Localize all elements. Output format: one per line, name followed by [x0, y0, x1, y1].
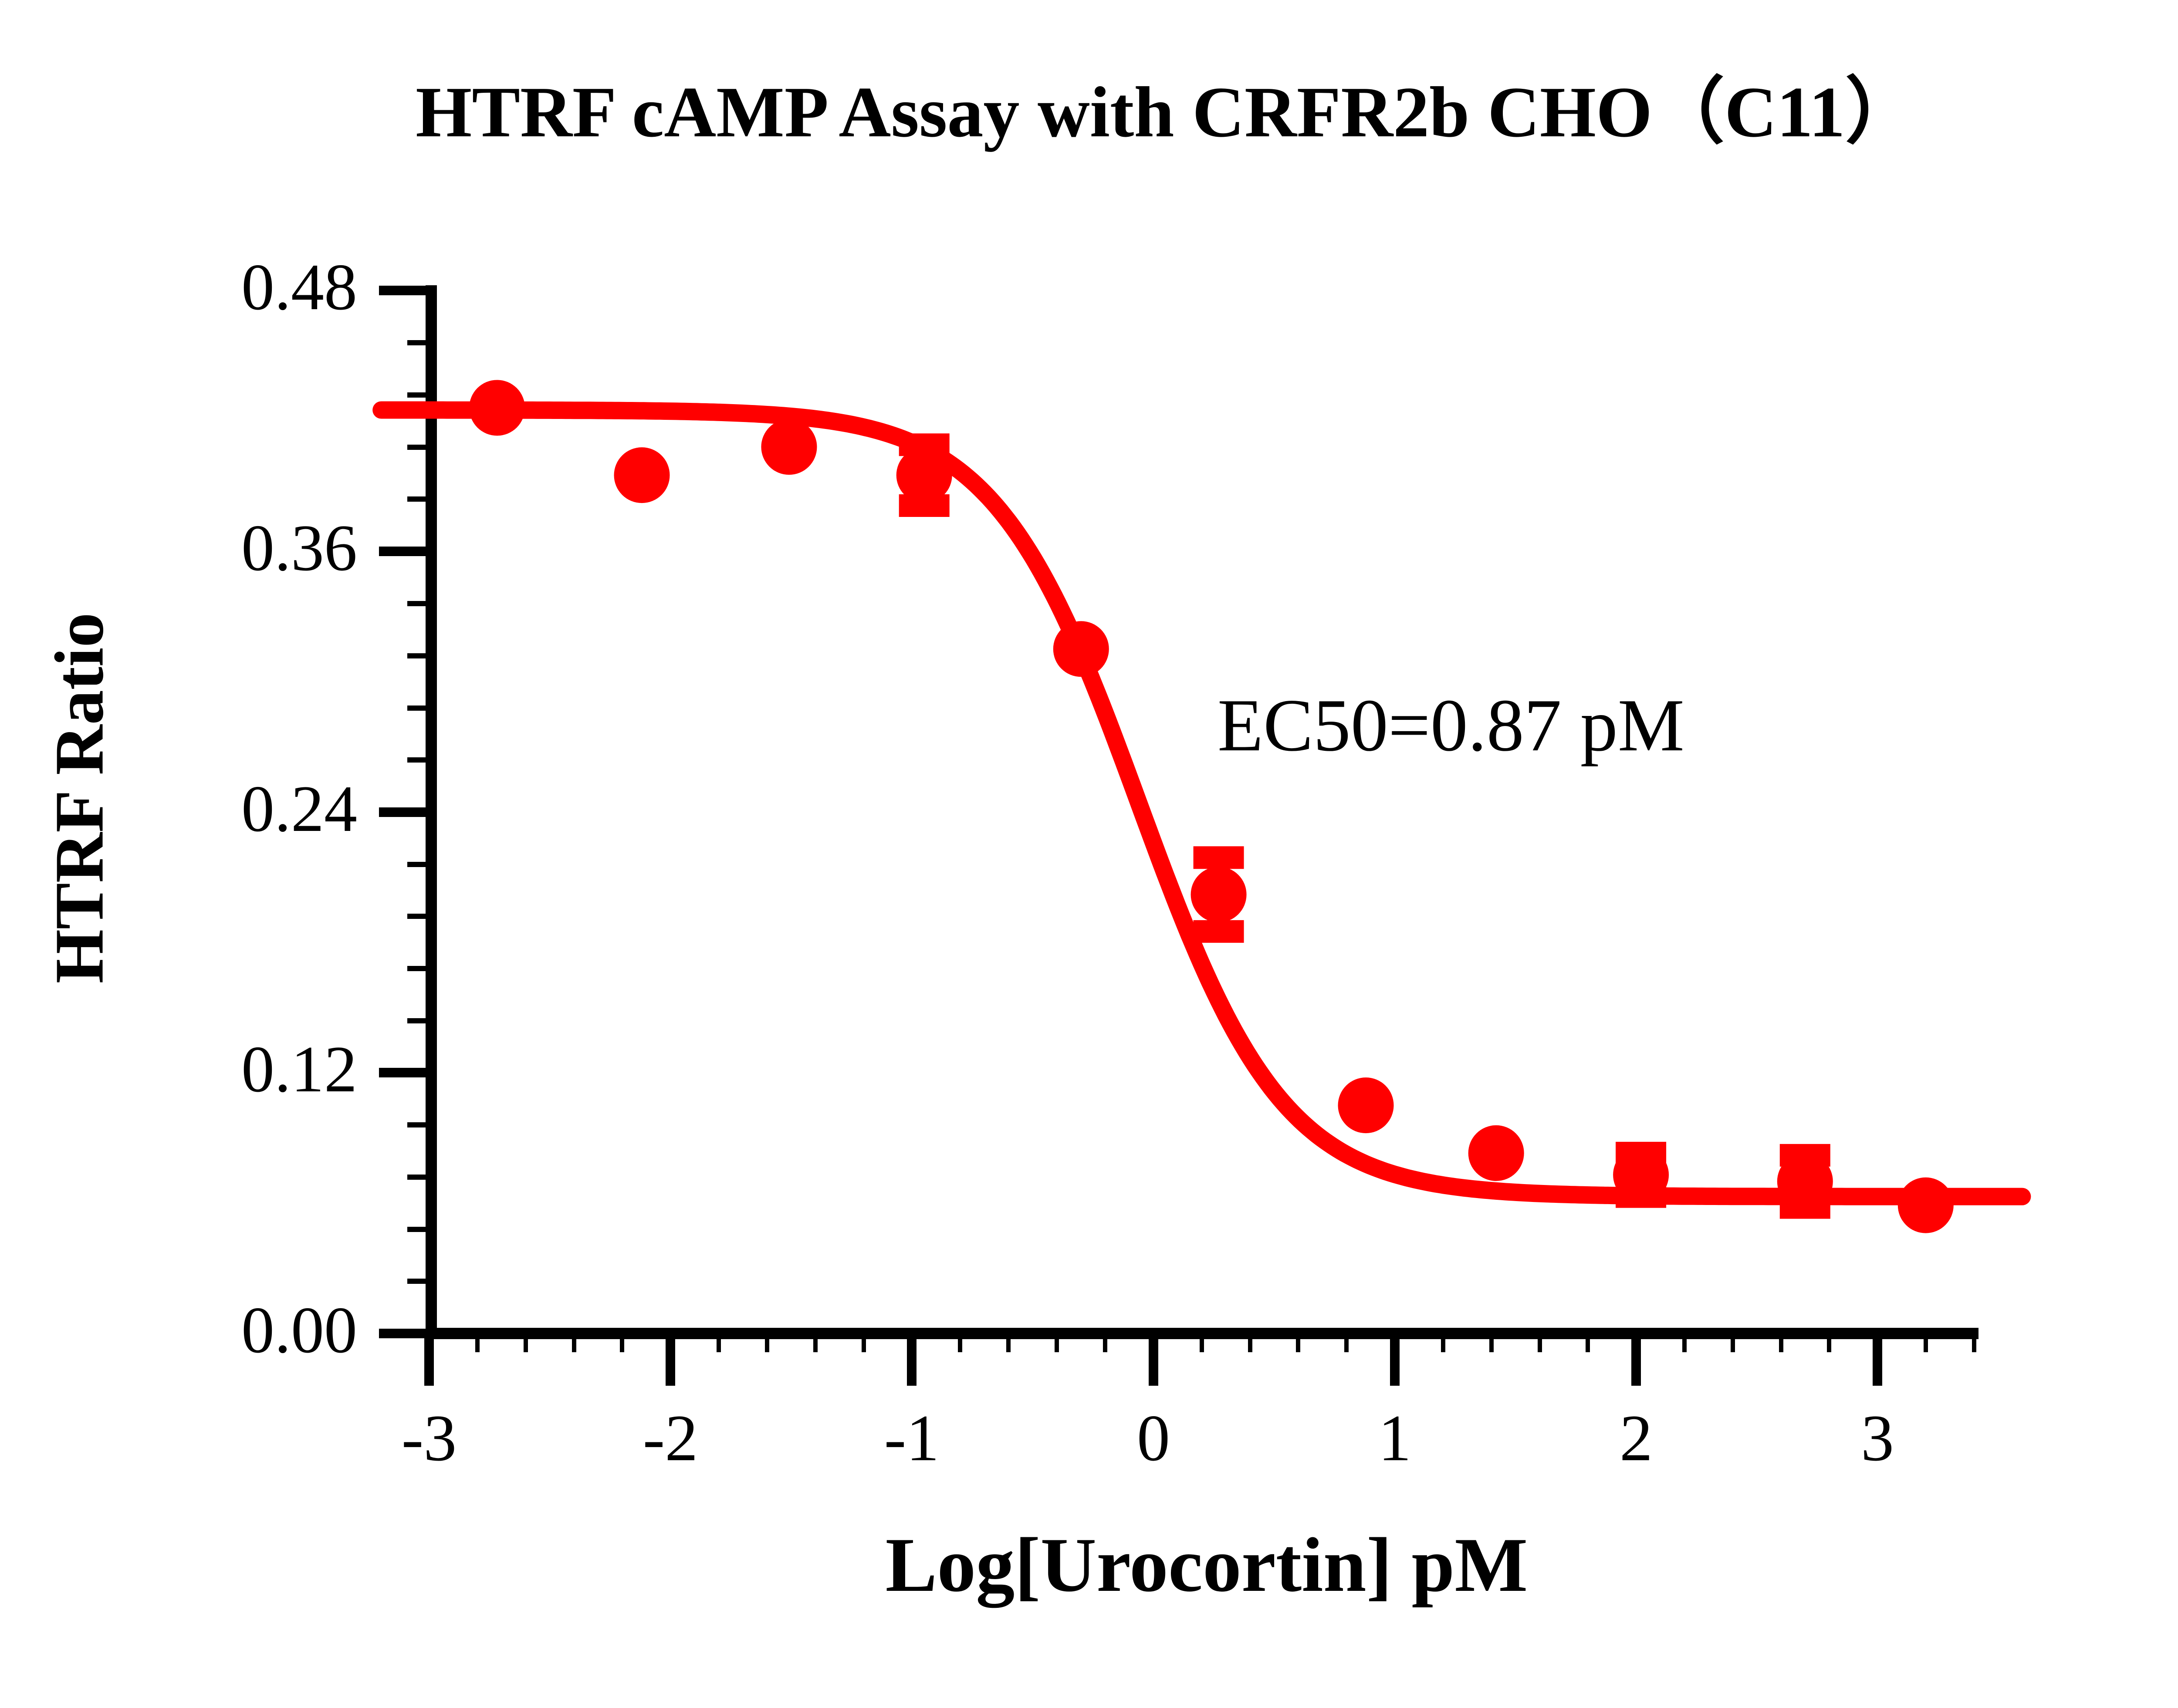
y-axis-minor-ticks — [407, 340, 431, 1284]
data-point-marker — [896, 447, 952, 503]
data-point-marker — [1613, 1147, 1669, 1203]
ec50-annotation: EC50=0.87 pM — [1218, 684, 1684, 767]
data-point-marker — [1053, 621, 1109, 677]
x-tick-label-2: 2 — [1620, 1401, 1653, 1475]
fit-curve-path — [372, 401, 2031, 1205]
data-point-marker — [1897, 1177, 1954, 1233]
fit-curve — [372, 401, 2031, 1205]
axis-lines — [426, 285, 1978, 1339]
data-point-marker — [1777, 1153, 1833, 1209]
data-point-marker — [469, 380, 525, 436]
data-point-markers — [469, 380, 1954, 1233]
data-point-marker — [1190, 867, 1247, 923]
data-point-marker — [761, 419, 817, 475]
x-axis-minor-ticks — [475, 1333, 1976, 1352]
x-tick-label-1: 1 — [1378, 1401, 1411, 1475]
x-axis-major-ticks — [424, 1333, 1882, 1386]
data-point-marker — [1468, 1125, 1524, 1181]
x-tick-label-3: 3 — [1861, 1401, 1894, 1475]
y-tick-label-0.36: 0.36 — [241, 511, 357, 584]
x-tick-label--2: -2 — [643, 1401, 698, 1475]
x-tick-label--1: -1 — [884, 1401, 940, 1475]
y-axis-title: HTRF Ratio — [40, 612, 118, 984]
y-tick-label-0.12: 0.12 — [241, 1033, 357, 1106]
y-tick-label-0.24: 0.24 — [241, 772, 357, 845]
y-axis-major-ticks — [379, 286, 431, 1338]
x-tick-label--3: -3 — [401, 1401, 457, 1475]
x-tick-label-0: 0 — [1137, 1401, 1170, 1475]
data-point-marker — [614, 447, 670, 503]
data-point-marker — [1338, 1077, 1394, 1134]
chart-title: HTRF cAMP Assay with CRFR2b CHO（C11） — [416, 72, 1918, 152]
x-axis-title: Log[Urocortin] pM — [885, 1522, 1528, 1608]
y-tick-label-0.48: 0.48 — [241, 250, 357, 324]
y-tick-label-0.00: 0.00 — [241, 1293, 357, 1367]
